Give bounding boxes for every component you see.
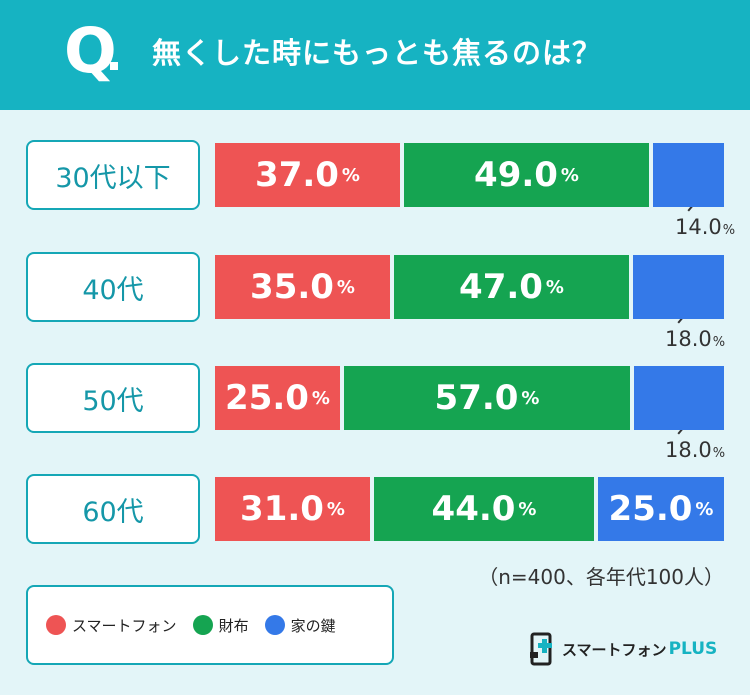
data-label-house-key-1: 18.0%	[665, 327, 726, 351]
data-label-house-key-3: 25.0	[608, 489, 693, 529]
data-label-wallet-1: 47.0	[459, 267, 543, 307]
data-label-wallet-2: 57.0	[434, 378, 519, 418]
legend-dot-smartphone	[46, 615, 66, 635]
percent-sign: %	[326, 498, 345, 520]
row-label-2: 50代	[26, 363, 200, 433]
legend-dot-house-key	[264, 615, 285, 635]
bar-wallet-1: 47.0%	[394, 255, 629, 319]
row-label-0: 30代以下	[26, 140, 200, 210]
bar-house-key-1	[633, 255, 724, 319]
percent-sign: %	[560, 164, 579, 186]
legend: スマートフォン 財布 家の鍵	[26, 585, 394, 665]
row-label-1: 40代	[26, 252, 200, 322]
question-title: 無くした時にもっとも焦るのは？	[152, 36, 603, 70]
q-mark: Q	[64, 14, 117, 87]
data-label-wallet-0: 49.0	[474, 155, 558, 195]
legend-item-house-key: 家の鍵	[264, 615, 336, 636]
legend-label-wallet: 財布	[218, 616, 249, 635]
bar-house-key-2	[634, 366, 724, 430]
logo-plus: PLUS	[668, 639, 718, 659]
data-label-wallet-3: 44.0	[431, 489, 516, 529]
percent-sign: %	[518, 498, 537, 520]
data-label-house-key-0: 14.0%	[675, 215, 736, 239]
legend-item-smartphone: スマートフォン	[46, 615, 177, 636]
logo-text: スマートフォン	[562, 640, 667, 659]
bar-smartphone-2: 25.0%	[215, 366, 340, 430]
brand-logo: スマートフォン PLUS	[528, 632, 717, 666]
data-label-smartphone-1: 35.0	[250, 267, 334, 307]
percent-sign: %	[311, 387, 330, 409]
percent-sign: %	[341, 164, 360, 186]
bar-smartphone-3: 31.0%	[215, 477, 370, 541]
bar-house-key-0	[653, 143, 724, 207]
percent-sign: %	[336, 276, 355, 298]
bar-smartphone-0: 37.0%	[215, 143, 400, 207]
percent-sign: %	[545, 276, 564, 298]
percent-sign: %	[521, 387, 540, 409]
q-mark-dot	[110, 62, 118, 70]
data-label-smartphone-3: 31.0	[240, 489, 324, 529]
header-banner: Q 無くした時にもっとも焦るのは？	[0, 0, 750, 110]
legend-item-wallet: 財布	[192, 615, 249, 636]
data-label-smartphone-0: 37.0	[255, 155, 339, 195]
legend-dot-wallet	[192, 615, 213, 635]
data-label-smartphone-2: 25.0	[225, 378, 309, 418]
bar-smartphone-1: 35.0%	[215, 255, 390, 319]
legend-label-house-key: 家の鍵	[290, 616, 336, 635]
percent-sign: %	[695, 498, 714, 520]
bar-wallet-3: 44.0%	[374, 477, 594, 541]
legend-label-smartphone: スマートフォン	[72, 616, 177, 635]
row-label-3: 60代	[26, 474, 200, 544]
bar-wallet-2: 57.0%	[344, 366, 630, 430]
bar-wallet-0: 49.0%	[404, 143, 649, 207]
logo-mark-icon	[530, 632, 552, 666]
bar-house-key-3: 25.0%	[598, 477, 724, 541]
sample-size-note: （n=400、各年代100人）	[478, 565, 724, 589]
data-label-house-key-2: 18.0%	[665, 438, 726, 462]
